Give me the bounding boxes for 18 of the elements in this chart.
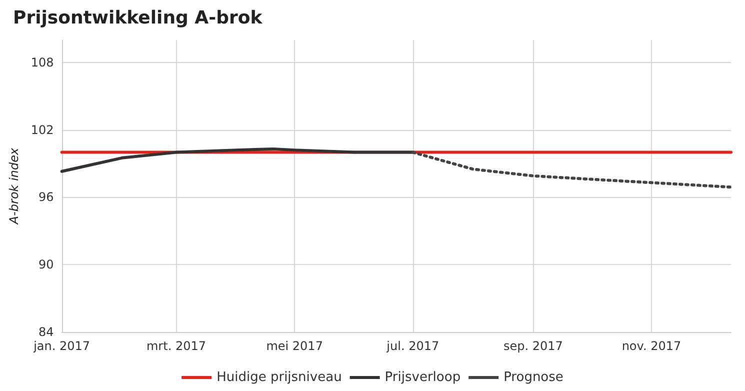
x-tick-label: nov. 2017 bbox=[622, 339, 682, 353]
y-axis-title: A-brok index bbox=[7, 146, 21, 226]
y-tick-label: 102 bbox=[30, 122, 54, 137]
legend-label: Prijsverloop bbox=[384, 370, 461, 385]
x-tick-label: mrt. 2017 bbox=[146, 339, 206, 353]
chart-title: Prijsontwikkeling A-brok bbox=[13, 8, 264, 28]
line-series bbox=[60, 147, 414, 173]
legend-label: Huidige prijsniveau bbox=[216, 370, 342, 385]
y-tick-label: 90 bbox=[38, 258, 54, 272]
x-tick-label: sep. 2017 bbox=[503, 339, 563, 353]
line-series bbox=[411, 150, 732, 189]
x-tick-label: jul. 2017 bbox=[386, 339, 440, 353]
y-tick-label: 84 bbox=[38, 325, 54, 339]
y-tick-label: 96 bbox=[38, 190, 54, 204]
y-tick-label: 108 bbox=[30, 55, 54, 70]
x-tick-label: jan. 2017 bbox=[32, 339, 90, 353]
x-tick-label: mei 2017 bbox=[266, 339, 323, 353]
legend-label: Prognose bbox=[504, 370, 564, 385]
